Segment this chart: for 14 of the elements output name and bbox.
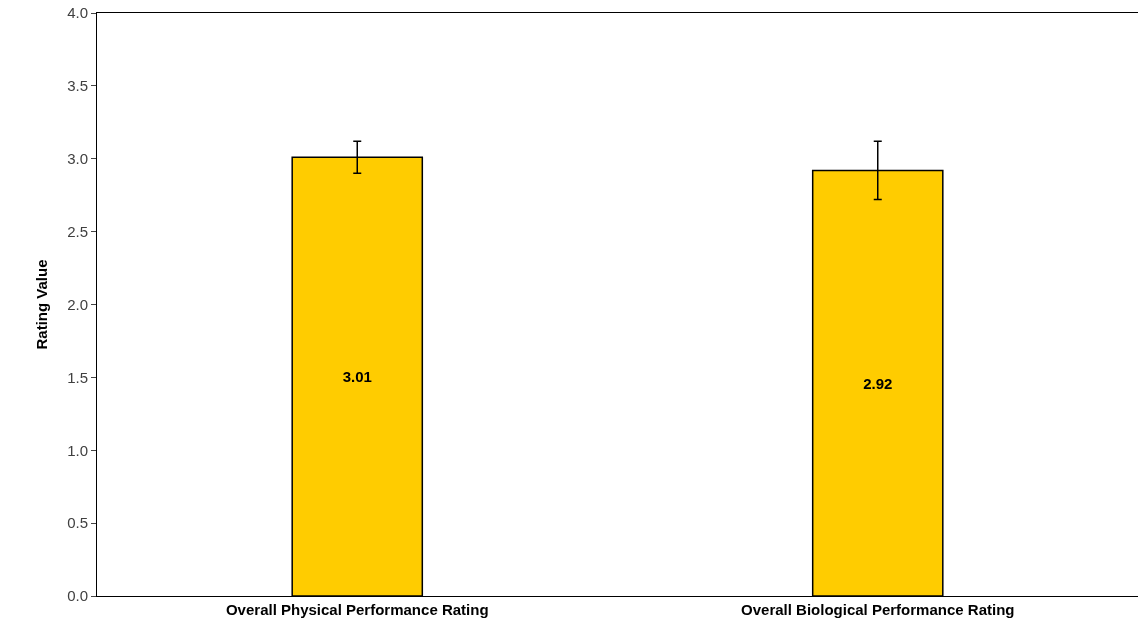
y-tick-label: 1.0 bbox=[67, 441, 88, 459]
y-tick-label: 0.0 bbox=[67, 587, 88, 605]
data-label: 3.01 bbox=[342, 368, 372, 386]
y-tick-label: 1.5 bbox=[67, 368, 88, 386]
x-tick-label: Overall Physical Performance Rating bbox=[225, 601, 489, 618]
data-label: 2.92 bbox=[863, 374, 893, 392]
y-tick-label: 0.5 bbox=[67, 514, 88, 532]
y-tick-label: 3.0 bbox=[67, 150, 88, 167]
y-tick-label: 2.0 bbox=[67, 295, 88, 313]
y-tick-label: 3.5 bbox=[67, 77, 88, 95]
y-axis-title: Rating Value bbox=[33, 259, 51, 350]
y-tick-label: 4.0 bbox=[67, 4, 88, 22]
x-tick-label: Overall Biological Performance Rating bbox=[741, 601, 1015, 618]
y-tick-label: 2.5 bbox=[67, 222, 88, 240]
